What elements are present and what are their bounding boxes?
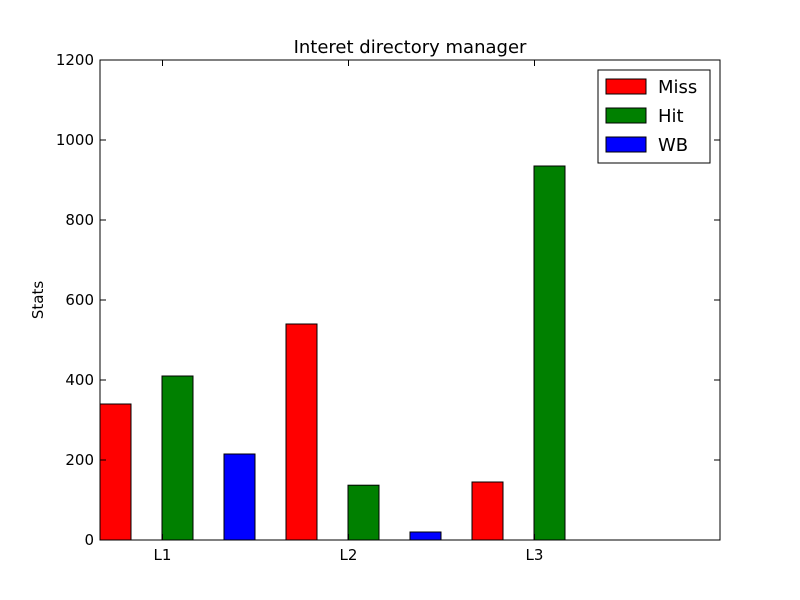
bars-group <box>99 165 566 541</box>
bar-hit-l3 <box>533 165 566 541</box>
bar-miss-l1 <box>99 403 132 541</box>
bar-wb-l2 <box>409 531 442 541</box>
y-tick-label: 1200 <box>56 51 94 69</box>
y-tick-label: 0 <box>84 531 94 549</box>
legend-label-hit: Hit <box>658 106 684 127</box>
bar-miss-l2 <box>285 323 318 541</box>
x-tick-label-l2: L2 <box>340 546 358 564</box>
bar-hit-l2 <box>347 484 380 541</box>
legend-swatch-wb <box>605 136 647 153</box>
y-tick-label: 600 <box>65 291 94 309</box>
chart-title: Interet directory manager <box>294 37 527 58</box>
legend-label-wb: WB <box>658 135 688 156</box>
plot-frame <box>99 59 721 541</box>
y-tick-label: 200 <box>65 451 94 469</box>
y-axis-label: Stats <box>29 281 47 319</box>
bar-wb-l1 <box>223 453 256 541</box>
y-ticks-group: 0 200 400 600 800 1000 1200 <box>56 51 720 549</box>
legend: Miss Hit WB <box>597 69 711 164</box>
x-ticks-group: L1 L2 L3 <box>154 60 544 564</box>
y-tick-label: 1000 <box>56 131 94 149</box>
y-tick-label: 800 <box>65 211 94 229</box>
legend-swatch-hit <box>605 107 647 124</box>
x-tick-label-l3: L3 <box>526 546 544 564</box>
y-tick-label: 400 <box>65 371 94 389</box>
legend-label-miss: Miss <box>658 77 697 98</box>
legend-swatch-miss <box>605 78 647 95</box>
bar-miss-l3 <box>471 481 504 541</box>
x-tick-label-l1: L1 <box>154 546 172 564</box>
bar-hit-l1 <box>161 375 194 541</box>
